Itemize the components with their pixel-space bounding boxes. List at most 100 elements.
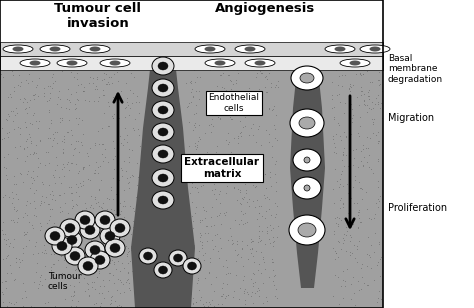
Point	[378, 116, 385, 120]
Ellipse shape	[370, 47, 381, 51]
Point	[65, 97, 73, 102]
Point	[261, 242, 268, 247]
Point	[365, 216, 373, 221]
Point	[328, 106, 336, 111]
Point	[121, 203, 129, 208]
Point	[349, 83, 357, 87]
Point	[117, 208, 124, 213]
Point	[256, 238, 264, 243]
Point	[249, 239, 257, 244]
Point	[239, 197, 247, 202]
Point	[6, 262, 13, 267]
Point	[345, 210, 352, 215]
Point	[54, 101, 61, 106]
Point	[234, 68, 241, 73]
Point	[44, 66, 52, 71]
Point	[117, 304, 124, 308]
Point	[72, 106, 79, 111]
Point	[232, 273, 240, 278]
Point	[252, 139, 260, 144]
Point	[78, 221, 86, 226]
Point	[72, 189, 79, 194]
Point	[240, 290, 248, 295]
Point	[64, 129, 72, 134]
Point	[198, 217, 205, 222]
Point	[231, 218, 239, 223]
Ellipse shape	[85, 225, 95, 234]
Point	[0, 220, 7, 225]
Point	[220, 86, 228, 91]
Point	[360, 163, 367, 168]
Point	[219, 263, 227, 268]
Point	[228, 79, 235, 83]
Point	[219, 62, 227, 67]
Ellipse shape	[45, 227, 65, 245]
Point	[61, 136, 68, 141]
Point	[38, 179, 46, 184]
Point	[67, 191, 75, 196]
Point	[346, 88, 354, 93]
Point	[68, 191, 76, 196]
Point	[357, 287, 365, 292]
Point	[16, 126, 24, 131]
Point	[207, 281, 214, 286]
Point	[134, 126, 142, 131]
Point	[368, 79, 375, 84]
Point	[261, 171, 269, 176]
Point	[377, 297, 384, 302]
Point	[189, 225, 197, 230]
Point	[2, 241, 10, 246]
Point	[214, 172, 222, 176]
Point	[10, 302, 18, 307]
Point	[46, 275, 54, 280]
Point	[235, 140, 242, 145]
Point	[136, 244, 144, 249]
Point	[356, 115, 364, 120]
Point	[254, 127, 262, 132]
Point	[91, 142, 99, 147]
Point	[106, 123, 113, 128]
Point	[38, 64, 46, 69]
Point	[19, 99, 27, 104]
Point	[335, 184, 343, 189]
Point	[348, 115, 356, 120]
Point	[252, 184, 259, 188]
Point	[357, 265, 365, 270]
Point	[109, 166, 117, 171]
Point	[218, 91, 225, 96]
Point	[362, 190, 370, 195]
Point	[249, 199, 257, 204]
Point	[91, 171, 99, 176]
Point	[117, 269, 124, 274]
Point	[265, 71, 273, 76]
Point	[46, 242, 54, 247]
Point	[347, 282, 355, 286]
Point	[269, 259, 276, 264]
Point	[36, 138, 43, 143]
Point	[17, 96, 24, 101]
Point	[75, 193, 83, 198]
Point	[337, 172, 345, 177]
Point	[248, 293, 255, 298]
Point	[374, 78, 382, 83]
Point	[89, 76, 97, 81]
Point	[274, 85, 282, 90]
Point	[356, 70, 364, 75]
Point	[228, 234, 235, 239]
Point	[10, 126, 18, 131]
Point	[60, 140, 68, 144]
Point	[262, 75, 269, 80]
Point	[46, 214, 54, 219]
Point	[122, 244, 130, 249]
Point	[49, 80, 57, 85]
Point	[349, 251, 356, 256]
Point	[222, 271, 230, 276]
Point	[360, 155, 368, 160]
Point	[116, 220, 124, 225]
Point	[268, 154, 276, 159]
Point	[59, 67, 66, 71]
Point	[89, 280, 96, 285]
Point	[376, 273, 384, 278]
Point	[340, 238, 348, 243]
Point	[5, 129, 13, 134]
